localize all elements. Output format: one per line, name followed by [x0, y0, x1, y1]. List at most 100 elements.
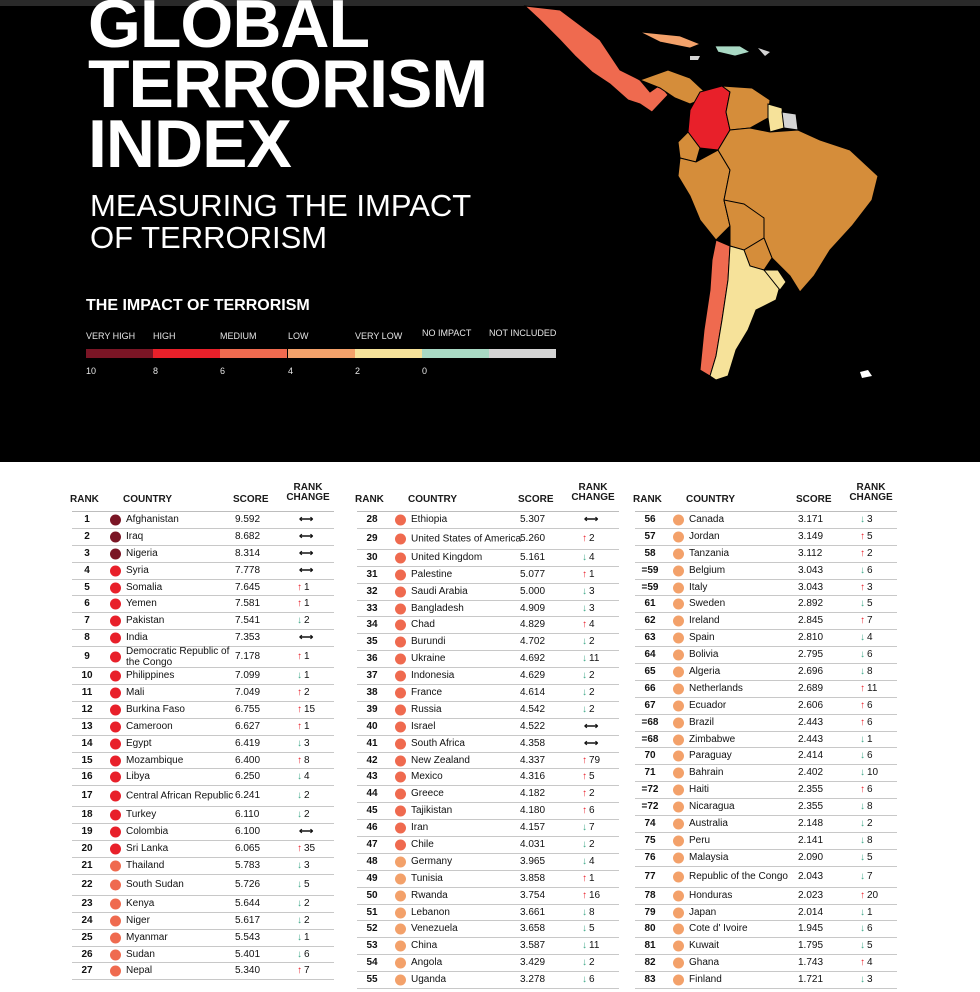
- score-cell: 3.112: [798, 547, 823, 559]
- no-change-icon: ⟷: [299, 513, 314, 525]
- rank-change-value: 2: [589, 838, 595, 850]
- country-cell: United States of America: [411, 533, 522, 545]
- header-rank-change-line2: CHANGE: [849, 492, 893, 503]
- legend-swatch: [153, 349, 220, 358]
- arrow-up-icon: ↑: [297, 651, 302, 663]
- score-cell: 3.278: [520, 974, 546, 986]
- table-row: 81 Kuwait 1.795 ↓ 5: [635, 938, 897, 956]
- rank-change-cell: ↓ 2: [297, 810, 310, 820]
- score-cell: 2.696: [798, 665, 824, 677]
- arrow-down-icon: ↓: [582, 653, 587, 665]
- arrow-up-icon: ↑: [860, 581, 865, 593]
- legend-label: NOT INCLUDED: [489, 328, 557, 338]
- rank-change-value: 6: [304, 948, 310, 960]
- rank-change-cell: ↓ 6: [860, 650, 873, 660]
- rank-change-value: 5: [867, 598, 873, 610]
- score-cell: 7.178: [235, 651, 261, 663]
- header-score: SCORE: [518, 494, 554, 505]
- table-row: 37 Indonesia 4.629 ↓ 2: [357, 668, 619, 686]
- country-cell: Tajikistan: [411, 805, 453, 817]
- arrow-up-icon: ↑: [860, 682, 865, 694]
- impact-dot-icon: [673, 615, 684, 627]
- country-cell: Burkina Faso: [126, 703, 185, 715]
- impact-dot-icon: [110, 721, 121, 733]
- arrow-down-icon: ↓: [582, 551, 587, 563]
- rank-cell: 20: [81, 843, 93, 855]
- score-cell: 5.340: [235, 965, 261, 977]
- rank-cell: 14: [81, 737, 93, 749]
- rank-change-value: 1: [304, 720, 310, 732]
- header-score: SCORE: [233, 494, 269, 505]
- rank-cell: 47: [366, 838, 378, 850]
- table-row: 49 Tunisia 3.858 ↑ 1: [357, 871, 619, 888]
- country-cell: Nepal: [126, 965, 153, 977]
- country-cell: Afghanistan: [126, 513, 179, 525]
- score-cell: 2.043: [798, 870, 824, 882]
- country-cell: Sudan: [126, 948, 155, 960]
- rank-change-value: 6: [867, 699, 873, 711]
- table-row: 32 Saudi Arabia 5.000 ↓ 3: [357, 584, 619, 601]
- arrow-up-icon: ↑: [582, 532, 587, 544]
- rank-change-cell: ↓ 3: [582, 603, 595, 614]
- table-row: 8 India 7.353 ⟷: [72, 630, 334, 648]
- score-cell: 8.314: [235, 547, 261, 559]
- legend-swatch: [288, 349, 355, 358]
- rank-change-cell: ↑ 3: [860, 581, 873, 593]
- rank-cell: 30: [366, 551, 378, 563]
- rank-change-value: 3: [867, 513, 873, 525]
- rank-change-cell: ↑ 1: [582, 569, 595, 580]
- header-country: COUNTRY: [686, 494, 736, 505]
- rank-change-cell: ↑ 7: [297, 966, 310, 976]
- country-cell: Nicaragua: [689, 801, 735, 813]
- rank-change-cell: ↓ 2: [582, 838, 595, 850]
- score-cell: 2.014: [798, 906, 824, 918]
- impact-dot-icon: [395, 533, 406, 545]
- score-cell: 7.581: [235, 598, 261, 610]
- country-cell: Indonesia: [411, 670, 455, 682]
- score-cell: 7.778: [235, 564, 261, 576]
- rank-change-cell: ↑ 8: [297, 754, 310, 766]
- rank-change-value: 2: [304, 686, 310, 698]
- rank-cell: 16: [81, 771, 93, 783]
- arrow-up-icon: ↑: [582, 872, 587, 884]
- rank-change-value: 6: [867, 716, 873, 728]
- rank-change-value: 5: [867, 940, 873, 952]
- rank-change-cell: ↓ 2: [297, 791, 310, 801]
- no-change-icon: ⟷: [299, 530, 314, 542]
- table-row: 20 Sri Lanka 6.065 ↑ 35: [72, 841, 334, 859]
- rank-cell: 1: [84, 513, 90, 525]
- rank-cell: 79: [644, 906, 656, 918]
- rank-change-value: 8: [867, 801, 873, 813]
- table-row: 3 Nigeria 8.314 ⟷: [72, 546, 334, 563]
- impact-dot-icon: [110, 898, 121, 910]
- score-cell: 5.000: [520, 585, 546, 597]
- rank-change-value: 2: [589, 670, 595, 682]
- impact-dot-icon: [395, 890, 406, 902]
- rank-cell: 40: [366, 720, 378, 732]
- impact-dot-icon: [395, 619, 406, 631]
- no-change-icon: ⟷: [299, 632, 314, 644]
- rank-change-cell: ↓ 3: [860, 513, 873, 525]
- country-cell: Yemen: [126, 598, 157, 610]
- arrow-up-icon: ↑: [582, 889, 587, 901]
- arrow-up-icon: ↑: [297, 754, 302, 766]
- impact-dot-icon: [673, 907, 684, 919]
- rank-change-cell: ↑ 6: [860, 716, 873, 728]
- rank-change-cell: ↑ 2: [582, 532, 595, 544]
- score-cell: 4.358: [520, 737, 546, 749]
- table-row: 66 Netherlands 2.689 ↑ 11: [635, 681, 897, 698]
- rank-change-cell: ↓ 8: [860, 802, 873, 812]
- country-cell: Niger: [126, 914, 150, 926]
- impact-dot-icon: [673, 717, 684, 729]
- table-row: 79 Japan 2.014 ↓ 1: [635, 905, 897, 922]
- arrow-down-icon: ↓: [860, 834, 865, 846]
- impact-dot-icon: [110, 582, 121, 593]
- arrow-down-icon: ↓: [297, 859, 302, 871]
- header-rank-change-line2: CHANGE: [571, 492, 615, 503]
- map-peru: [677, 149, 731, 241]
- table-row: 74 Australia 2.148 ↓ 2: [635, 816, 897, 833]
- rank-cell: 41: [366, 737, 378, 749]
- table-row: 67 Ecuador 2.606 ↑ 6: [635, 698, 897, 715]
- score-cell: 5.543: [235, 931, 261, 943]
- rank-cell: 26: [81, 948, 93, 960]
